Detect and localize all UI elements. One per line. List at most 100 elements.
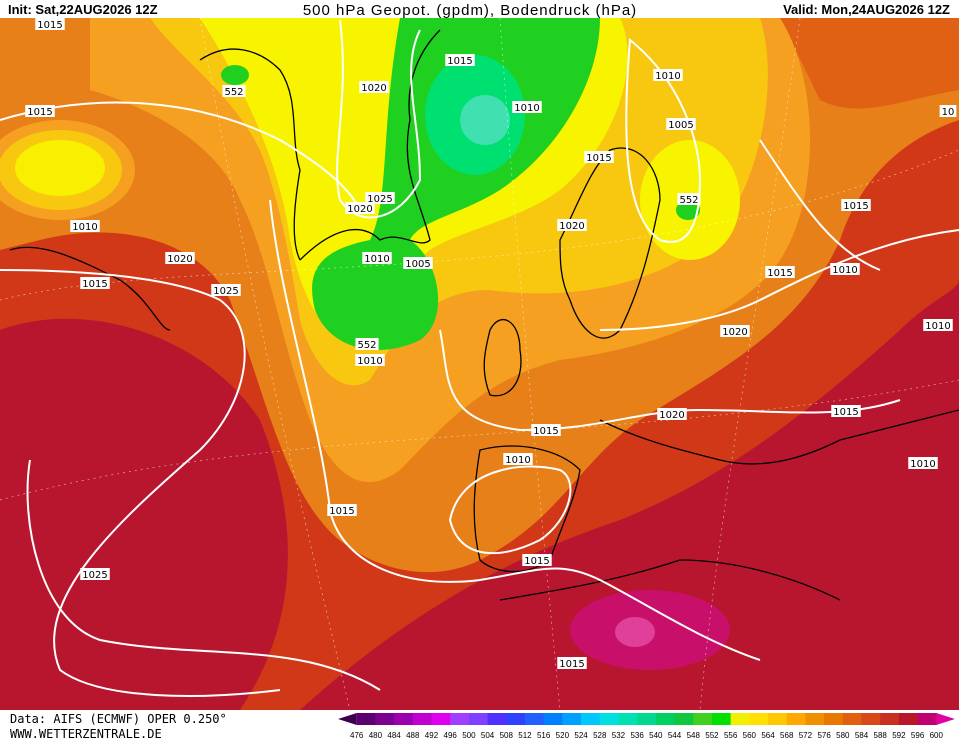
isobar-label: 1025 — [365, 192, 395, 205]
isobar-label-text: 1015 — [82, 279, 107, 290]
isobar-label-box — [657, 408, 687, 420]
isobar-label: 1015 — [584, 151, 614, 164]
isobar-label-box — [831, 405, 861, 417]
isobar-label-box — [80, 277, 110, 289]
isobar-label-text: 1015 — [447, 56, 472, 67]
colorbar-tick-label: 512 — [518, 731, 532, 740]
colorbar-tick-label: 572 — [799, 731, 813, 740]
isobar-label-box — [677, 193, 701, 205]
init-time: Init: Sat,22AUG2026 12Z — [8, 2, 158, 17]
isobar-label-box — [841, 199, 871, 211]
website: WWW.WETTERZENTRALE.DE — [10, 727, 162, 741]
isobar-label-text: 1020 — [347, 204, 372, 215]
isobar-label: 1020 — [359, 81, 389, 94]
isobar-label-box — [939, 105, 957, 117]
colorbar-swatch — [524, 713, 545, 725]
colorbar-tick-label: 556 — [724, 731, 738, 740]
isobar-label-text: 1010 — [910, 459, 935, 470]
colorbar-tick-label: 600 — [930, 731, 944, 740]
isobar-label-box — [345, 202, 375, 214]
colorbar-swatch — [749, 713, 769, 725]
colorbar-tick-label: 596 — [911, 731, 925, 740]
colorbar-swatch — [898, 713, 919, 725]
isobar-label-box — [70, 220, 100, 232]
isobar-label-box — [512, 101, 542, 113]
colorbar-tick-label: 560 — [743, 731, 757, 740]
isobar-label-text: 10 — [942, 107, 955, 118]
isobar-label-text: 1015 — [329, 506, 354, 517]
isobar-label-box — [25, 105, 55, 117]
colorbar-swatch — [637, 713, 657, 725]
isobar-label: 1010 — [830, 263, 860, 276]
colorbar-tick-label: 580 — [836, 731, 850, 740]
isobar-label-box — [584, 151, 614, 163]
colorbar-tick-label: 492 — [425, 731, 439, 740]
isobar-label: 1020 — [557, 219, 587, 232]
isobar-label: 552 — [355, 338, 379, 351]
colorbar-swatch — [730, 713, 750, 725]
isobar-label-box — [557, 219, 587, 231]
isobar-label: 552 — [677, 193, 701, 206]
isobar-label-text: 1015 — [843, 201, 868, 212]
isobar-label: 1015 — [25, 105, 55, 118]
isobar-label-box — [557, 657, 587, 669]
isobar-label: 1010 — [923, 319, 953, 332]
isobar-label: 1015 — [522, 554, 552, 567]
colorbar-tick-label: 500 — [462, 731, 476, 740]
isobar-label-text: 1020 — [167, 254, 192, 265]
colorbar-swatch — [805, 713, 825, 725]
isobar-label-text: 552 — [357, 340, 376, 351]
isobar-label: 1015 — [841, 199, 871, 212]
colorbar-swatch — [655, 713, 676, 725]
colorbar-tick-label: 524 — [574, 731, 588, 740]
isobar-label-box — [365, 192, 395, 204]
isobar-label: 1020 — [657, 408, 687, 421]
isobar-label-text: 1010 — [72, 222, 97, 233]
colorbar-tick-label: 476 — [350, 731, 364, 740]
isobar-label-text: 1025 — [367, 194, 392, 205]
isobar-label-box — [666, 118, 696, 130]
colorbar-swatch — [599, 713, 619, 725]
isobar-label-text: 1010 — [925, 321, 950, 332]
isobar-label-box — [222, 85, 246, 97]
colorbar-swatch — [618, 713, 638, 725]
isobar-label: 1015 — [35, 18, 65, 31]
isobar-label-text: 552 — [224, 87, 243, 98]
map-title: 500 hPa Geopot. (gpdm), Bodendruck (hPa) — [303, 2, 637, 19]
isobar-label: 1015 — [557, 657, 587, 670]
colorbar-tick-label: 516 — [537, 731, 551, 740]
isobar-label-box — [165, 252, 195, 264]
isobar-label: 552 — [222, 85, 246, 98]
colorbar-swatch — [412, 713, 432, 725]
field-trough — [460, 95, 510, 145]
colorbar-tick-label: 480 — [369, 731, 383, 740]
isobar-label: 10 — [939, 105, 957, 118]
map — [0, 17, 959, 711]
isobar-label: 1005 — [666, 118, 696, 131]
colorbar-swatch — [786, 713, 806, 725]
isobar-label: 1010 — [512, 101, 542, 114]
header-bar — [0, 0, 959, 18]
colorbar-swatch — [506, 713, 526, 725]
isobar-label: 1010 — [70, 220, 100, 233]
isobar-label: 1015 — [831, 405, 861, 418]
isobar-label-text: 1005 — [405, 259, 430, 270]
colorbar-tick-label: 520 — [556, 731, 570, 740]
isobar-label-text: 1020 — [722, 327, 747, 338]
isobar-label-text: 1010 — [832, 265, 857, 276]
field-trough — [221, 65, 249, 85]
field-mid — [780, 18, 959, 109]
colorbar-tick-label: 532 — [612, 731, 626, 740]
colorbar-swatch — [861, 713, 881, 725]
field-max — [615, 617, 655, 647]
isobar-label-box — [765, 266, 795, 278]
isobar-label-text: 1015 — [559, 659, 584, 670]
isobar-label-text: 1025 — [213, 286, 238, 297]
colorbar-tick-label: 544 — [668, 731, 682, 740]
colorbar-tick-label: 552 — [705, 731, 719, 740]
isobar-label: 1015 — [80, 277, 110, 290]
isobar-label-box — [503, 453, 533, 465]
isobar-label: 1020 — [345, 202, 375, 215]
colorbar-swatch — [674, 713, 694, 725]
